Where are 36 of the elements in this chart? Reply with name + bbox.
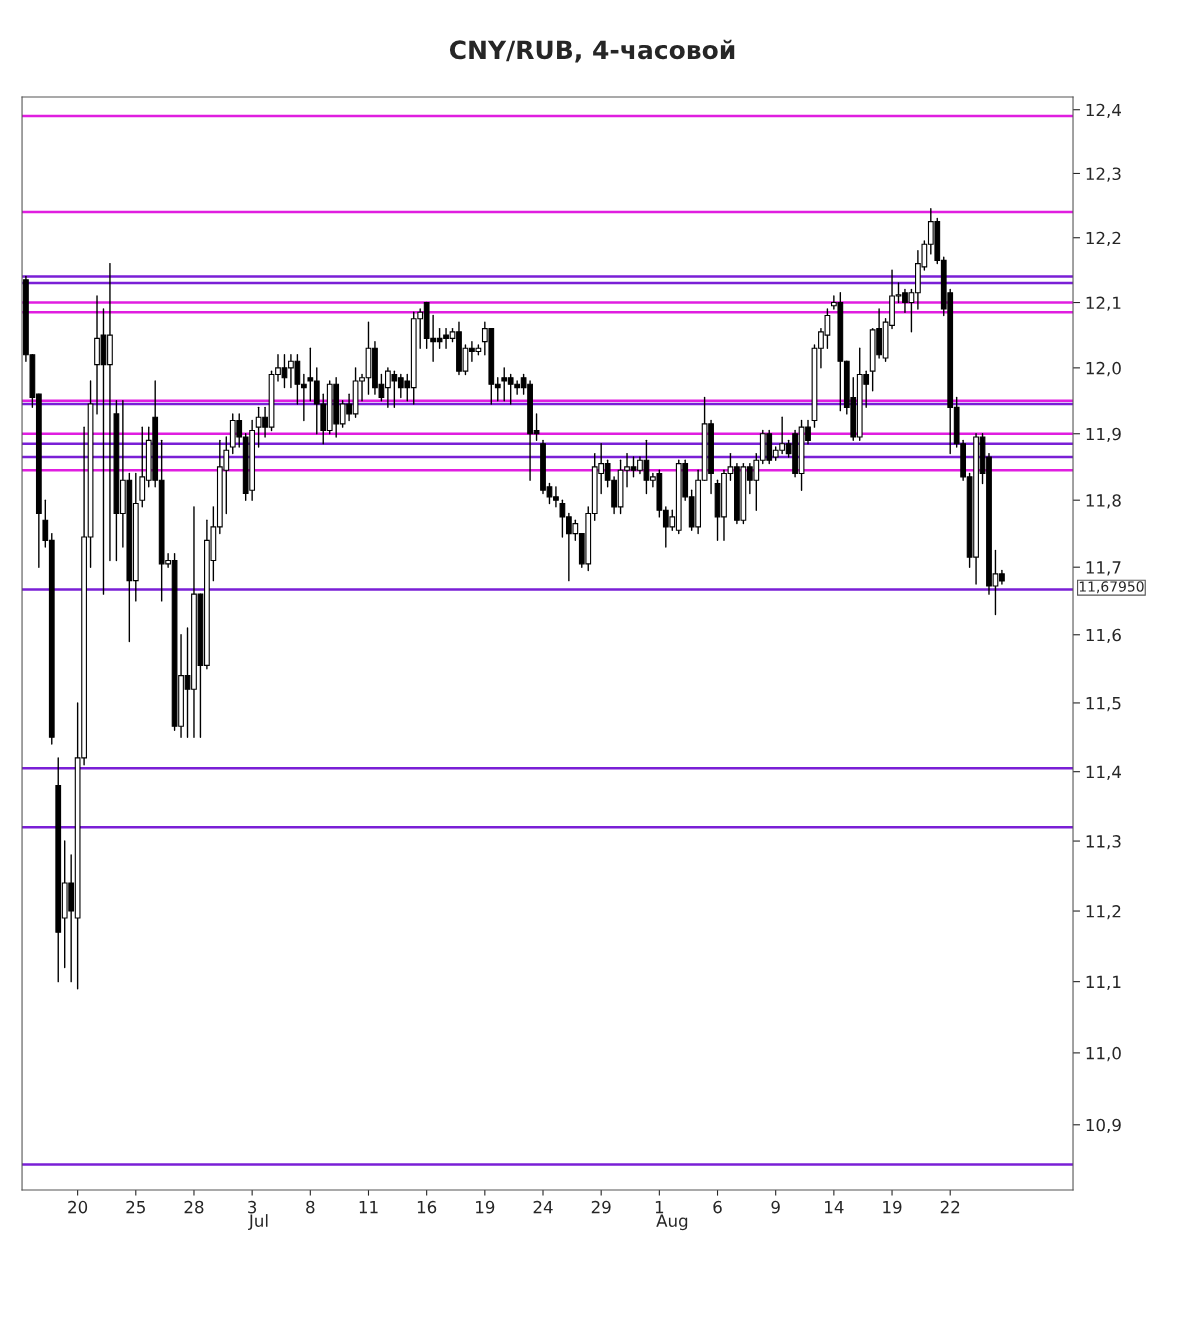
y-tick-label: 11,8	[1086, 494, 1121, 509]
x-tick-label: 9	[771, 1200, 780, 1214]
y-tick-label: 11,9	[1086, 427, 1121, 443]
y-tick-label: 11,7	[1086, 561, 1121, 576]
x-tick-label: 11	[359, 1200, 378, 1214]
y-tick-label: 11,3	[1086, 835, 1121, 850]
y-tick-label: 11,0	[1086, 1046, 1121, 1062]
x-tick-label: 14	[825, 1200, 844, 1214]
x-tick-label: 6	[713, 1200, 722, 1214]
text: Jul	[248, 1214, 268, 1231]
y-tick-label: 12,1	[1086, 296, 1121, 311]
chart-title: CNY/RUB, 4-часовой	[449, 39, 735, 63]
y-tick-label: 12,2	[1086, 231, 1121, 247]
x-tick-label: 1	[655, 1200, 664, 1214]
y-tick-label: 12,3	[1086, 167, 1121, 182]
y-tick-label: 12,0	[1086, 361, 1121, 377]
y-tick-label: 11,6	[1086, 628, 1121, 644]
x-tick-label: 16	[417, 1200, 437, 1214]
x-tick-label: 19	[476, 1200, 495, 1214]
y-tick-label: 11,2	[1086, 905, 1121, 920]
x-tick-label: 3	[248, 1200, 257, 1214]
y-tick-label: 12,4	[1086, 103, 1121, 118]
x-tick-label: 8	[306, 1200, 315, 1214]
x-tick-label: 24	[533, 1200, 553, 1214]
y-tick-label: 10,9	[1086, 1118, 1121, 1134]
x-tick-label: 29	[591, 1200, 611, 1214]
y-tick-label: 11,1	[1086, 975, 1121, 990]
x-tick-label: 22	[940, 1200, 960, 1214]
x-tick-label: 20	[68, 1200, 88, 1214]
x-tick-label: 25	[126, 1200, 145, 1214]
x-tick-label: 19	[883, 1200, 902, 1214]
text: Aug	[656, 1214, 688, 1231]
y-tick-label: 11,5	[1086, 697, 1121, 712]
text: 11,67950	[1079, 581, 1144, 594]
y-tick-label: 11,4	[1086, 765, 1121, 780]
x-tick-label: 28	[184, 1200, 204, 1214]
